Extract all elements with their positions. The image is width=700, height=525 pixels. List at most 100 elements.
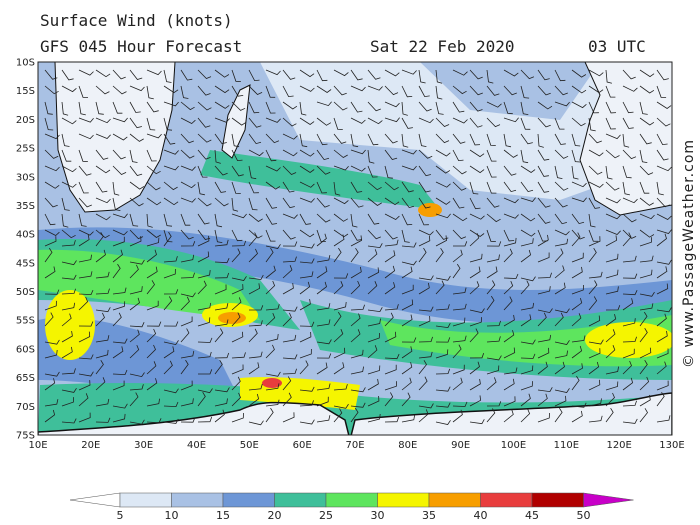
wind-barb	[146, 85, 154, 100]
wind-barb	[656, 181, 664, 196]
wind-barb	[605, 197, 621, 204]
wind-barb	[503, 330, 515, 343]
wind-barb	[95, 117, 111, 124]
wind-barb	[537, 286, 551, 295]
wind-barb	[503, 280, 514, 295]
wind-barb	[605, 366, 619, 375]
lon-label: 130E	[659, 440, 684, 451]
wind-barb	[214, 117, 230, 123]
wind-barb	[265, 197, 278, 209]
wind-barb	[469, 395, 482, 407]
wind-barb	[163, 346, 175, 359]
wind-barb	[571, 229, 585, 240]
wind-barb	[418, 351, 433, 359]
wind-barb	[299, 181, 315, 188]
wind-barb	[214, 398, 228, 407]
wind-barb	[453, 241, 468, 247]
wind-barb	[571, 69, 587, 78]
wind-barb	[95, 229, 110, 239]
wind-barb	[622, 255, 637, 263]
wind-barb	[163, 101, 179, 107]
wind-barb	[61, 240, 76, 247]
wind-barb	[384, 229, 398, 240]
wind-barb	[520, 213, 536, 222]
wind-barb	[129, 344, 140, 359]
wind-barb	[316, 181, 327, 194]
wind-barb	[231, 165, 244, 177]
wind-barb	[265, 117, 281, 123]
wind-barb	[554, 149, 569, 159]
land-australia	[579, 62, 672, 216]
wind-barb	[231, 101, 246, 111]
wind-barb	[44, 213, 56, 226]
wind-barb	[350, 117, 366, 124]
wind-barb	[384, 149, 398, 160]
wind-barb	[656, 283, 669, 295]
wind-barb	[639, 408, 648, 423]
wind-barb	[112, 369, 128, 376]
wind-barb	[163, 213, 173, 227]
wind-barb	[163, 321, 179, 327]
wind-barb	[503, 273, 519, 279]
wind-barb	[180, 149, 195, 159]
wind-barb	[265, 69, 281, 76]
wind-barb	[197, 416, 213, 423]
wind-barb	[469, 165, 485, 174]
forecast-time: 03 UTC	[588, 37, 646, 56]
wind-barb	[299, 271, 314, 279]
lat-label: 55S	[16, 316, 35, 327]
wind-barb	[367, 243, 383, 249]
wind-barb	[265, 303, 280, 311]
wind-barb	[639, 197, 654, 206]
wind-barb	[163, 296, 173, 311]
wind-barb	[197, 317, 211, 327]
wind-barb	[554, 229, 570, 236]
wind-barb	[367, 249, 378, 263]
legend-swatch	[222, 492, 275, 508]
wind-barb	[214, 133, 227, 145]
wind-barb	[571, 252, 584, 263]
wind-barb	[61, 213, 69, 228]
wind-barb	[112, 346, 124, 359]
wind-barb	[401, 314, 413, 327]
wind-barb	[605, 165, 613, 180]
wind-barb	[384, 181, 399, 191]
wind-barb	[78, 321, 94, 327]
wind-barb	[231, 248, 241, 263]
wind-barb	[197, 235, 210, 247]
wind-barb	[503, 85, 517, 96]
wind-barb	[316, 69, 328, 82]
wind-barb	[622, 232, 632, 247]
wind-barb	[214, 409, 225, 423]
wind-barb	[588, 69, 604, 77]
wind-barb	[503, 133, 512, 148]
wind-barb	[520, 393, 531, 407]
wind-barb	[248, 117, 262, 128]
wind-barb	[452, 85, 467, 95]
wind-barb	[78, 296, 89, 311]
wind-barb	[367, 413, 381, 423]
wind-barb	[61, 165, 77, 173]
wind-barb	[537, 308, 553, 314]
wind-barb	[367, 345, 378, 359]
legend-label: 45	[525, 509, 539, 522]
wind-barb	[367, 365, 381, 375]
wind-barb	[231, 331, 244, 343]
wind-barb	[384, 416, 400, 423]
legend-label: 35	[422, 509, 436, 522]
wind-barb	[486, 101, 502, 108]
wind-barb	[537, 234, 549, 247]
wind-barb	[537, 101, 553, 110]
wind-barb	[401, 362, 413, 375]
wind-barb	[571, 284, 584, 295]
wind-barb	[333, 133, 347, 144]
wind-barb	[469, 352, 485, 359]
wind-barb	[214, 85, 230, 94]
wind-barb	[469, 317, 482, 327]
wind-barb	[605, 392, 615, 407]
wind-barb	[214, 272, 230, 279]
land-madagascar	[221, 84, 251, 159]
wind-barb	[639, 229, 655, 238]
wind-barb	[316, 101, 332, 107]
